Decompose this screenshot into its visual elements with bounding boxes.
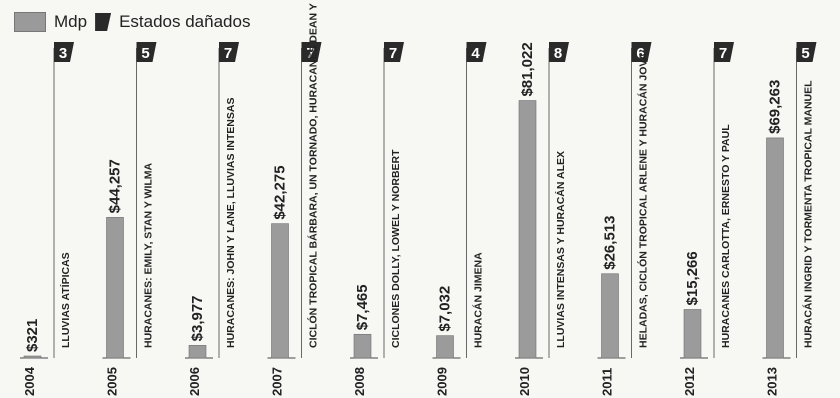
states-count-label: 5 [801, 45, 809, 62]
legend-states-label: Estados dañados [119, 12, 251, 31]
value-label: $7,465 [354, 284, 371, 330]
event-description: HURACANES CARLOTTA, ERNESTO Y PAUL [720, 124, 732, 348]
year-label: 2011 [600, 368, 615, 396]
bar [518, 100, 537, 359]
event-description: HURACÁN INGRID Y TORMENTA TROPICAL MANUE… [802, 80, 815, 348]
states-count-label: 7 [224, 45, 232, 62]
year-label: 2013 [765, 367, 780, 396]
event-description: HURACÁN JIMENA [472, 252, 485, 348]
bar [436, 335, 454, 359]
year-label: 2010 [517, 367, 532, 396]
event-description: HELADAS, CICLÓN TROPICAL ARLENE Y HURACÁ… [637, 52, 650, 348]
flag-icon [549, 42, 569, 62]
states-count-label: 5 [141, 45, 149, 62]
bar [106, 217, 124, 359]
states-count-label: 7 [719, 45, 727, 62]
flag-icon [714, 42, 734, 62]
year-label: 2009 [435, 367, 450, 396]
flag-icon [54, 42, 74, 62]
bar [353, 333, 372, 359]
bar [601, 273, 619, 359]
year-label: 2005 [105, 367, 120, 396]
bar [766, 137, 784, 359]
value-label: $44,257 [107, 159, 124, 213]
flag-icon [466, 42, 487, 62]
value-label: $69,263 [767, 80, 784, 134]
flag-icon [95, 13, 112, 31]
states-count-label: 7 [389, 45, 397, 62]
year-label: 2012 [682, 367, 697, 396]
year-label: 2007 [270, 367, 285, 396]
bar [23, 355, 42, 359]
value-label: $321 [24, 319, 41, 352]
bar [683, 309, 702, 359]
event-description: LLUVIAS INTENSAS Y HURACÁN ALEX [554, 151, 567, 348]
year-label: 2004 [22, 366, 37, 396]
states-count-label: 6 [636, 45, 644, 62]
flag-icon [219, 42, 239, 62]
value-label: $26,513 [602, 216, 619, 270]
event-description: HURACANES: JOHN Y LANE, LLUVIAS INTENSAS [225, 98, 237, 348]
bar [271, 223, 289, 359]
value-label: $81,022 [519, 42, 536, 96]
value-label: $3,977 [189, 295, 206, 341]
legend-mdp-label: Mdp [54, 12, 88, 31]
event-description: CICLONES DOLLY, LOWEL Y NORBERT [390, 149, 402, 348]
flag-icon [631, 42, 652, 62]
value-label: $15,266 [684, 251, 701, 305]
states-count-label: 4 [471, 45, 480, 62]
legend: Mdp Estados dañados [14, 12, 250, 32]
event-description: LLUVIAS ATÍPICAS [59, 252, 72, 348]
event-description: CICLÓN TROPICAL BÁRBARA, UN TORNADO, HUR… [307, 0, 320, 348]
legend-mdp-swatch [14, 12, 46, 32]
states-count-label: 7 [306, 45, 314, 62]
value-label: $7,032 [437, 286, 454, 332]
year-label: 2008 [352, 367, 367, 396]
states-count-label: 3 [59, 45, 67, 62]
flag-icon [384, 42, 404, 62]
flag-icon [136, 42, 157, 62]
flag-icon [796, 42, 817, 62]
flag-icon [301, 42, 322, 62]
year-label: 2006 [187, 367, 202, 396]
value-label: $42,275 [272, 165, 289, 219]
states-count-label: 8 [554, 45, 562, 62]
bar [188, 345, 207, 359]
event-description: HURACANES: EMILY, STAN Y WILMA [143, 162, 155, 348]
